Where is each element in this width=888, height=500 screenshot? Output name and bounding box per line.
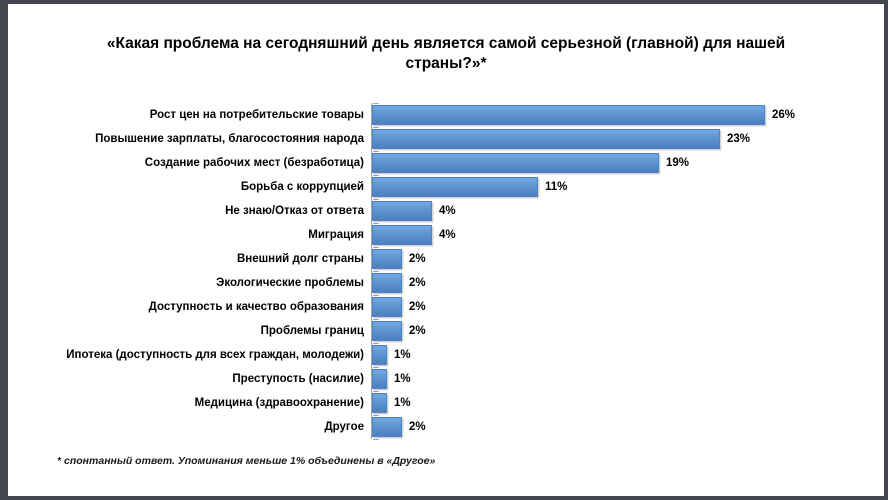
bar-cell: 4% bbox=[371, 222, 884, 247]
category-label: Миграция bbox=[308, 228, 364, 241]
chart-title: «Какая проблема на сегодняшний день явля… bbox=[106, 35, 786, 73]
value-label: 1% bbox=[394, 348, 411, 361]
chart-row: Медицина (здравоохранение) 1% bbox=[55, 390, 884, 415]
bar bbox=[372, 272, 402, 293]
category-label: Преступость (насилие) bbox=[232, 372, 364, 385]
value-label: 1% bbox=[394, 396, 411, 409]
bar bbox=[372, 392, 387, 413]
value-label: 4% bbox=[439, 228, 456, 241]
category-label: Внешний долг страны bbox=[236, 252, 364, 265]
axis-tick bbox=[373, 294, 379, 296]
value-label: 23% bbox=[727, 132, 751, 145]
chart-row: Не знаю/Отказ от ответа 4% bbox=[55, 198, 884, 223]
value-label: 2% bbox=[409, 420, 426, 433]
category-label: Не знаю/Отказ от ответа bbox=[225, 204, 364, 217]
bar bbox=[372, 344, 387, 365]
bar-cell: 4% bbox=[371, 198, 884, 223]
category-label: Доступность и качество образования bbox=[148, 300, 364, 313]
bar bbox=[372, 152, 659, 173]
category-label: Ипотека (доступность для всех граждан, м… bbox=[66, 348, 364, 361]
value-label: 4% bbox=[439, 204, 456, 217]
bar-cell: 2% bbox=[371, 414, 884, 439]
bar-cell: 23% bbox=[371, 126, 884, 151]
category-label: Другое bbox=[324, 420, 364, 433]
bar bbox=[372, 248, 402, 269]
chart-row: Преступость (насилие) 1% bbox=[55, 366, 884, 391]
chart-row: Экологические проблемы 2% bbox=[55, 270, 884, 295]
bar bbox=[372, 320, 402, 341]
chart-row: Проблемы границ 2% bbox=[55, 318, 884, 343]
category-label: Борьба с коррупцией bbox=[240, 180, 364, 193]
bar bbox=[372, 416, 402, 437]
axis-tick bbox=[373, 438, 379, 440]
chart-row: Борьба с коррупцией 11% bbox=[55, 174, 884, 199]
bar-cell: 2% bbox=[371, 246, 884, 271]
value-label: 2% bbox=[409, 300, 426, 313]
axis-tick bbox=[373, 246, 379, 248]
axis-tick bbox=[373, 318, 379, 320]
category-label: Экологические проблемы bbox=[216, 276, 364, 289]
chart-row: Создание рабочих мест (безработица) 19% bbox=[55, 150, 884, 175]
bar bbox=[372, 200, 432, 221]
bar-chart: Рост цен на потребительские товары 26% Пов… bbox=[55, 102, 884, 440]
bar-cell: 1% bbox=[371, 366, 884, 391]
axis-tick bbox=[373, 198, 379, 200]
axis-tick bbox=[373, 126, 379, 128]
value-label: 2% bbox=[409, 252, 426, 265]
bar-cell: 2% bbox=[371, 270, 884, 295]
footnote: * спонтанный ответ. Упоминания меньше 1%… bbox=[57, 455, 436, 467]
chart-row: Рост цен на потребительские товары 26% bbox=[55, 102, 884, 127]
value-label: 1% bbox=[394, 372, 411, 385]
axis-tick bbox=[373, 150, 379, 152]
chart-row: Миграция 4% bbox=[55, 222, 884, 247]
axis-tick bbox=[373, 174, 379, 176]
bar-cell: 1% bbox=[371, 342, 884, 367]
chart-row: Повышение зарплаты, благосостояния народ… bbox=[55, 126, 884, 151]
chart-row: Другое 2% bbox=[55, 414, 884, 439]
bar bbox=[372, 368, 387, 389]
axis-tick bbox=[373, 390, 379, 392]
value-label: 26% bbox=[772, 108, 796, 121]
chart-row: Ипотека (доступность для всех граждан, м… bbox=[55, 342, 884, 367]
plot-area: Рост цен на потребительские товары 26% Пов… bbox=[55, 102, 884, 440]
value-label: 2% bbox=[409, 324, 426, 337]
category-label: Создание рабочих мест (безработица) bbox=[144, 156, 364, 169]
category-label: Медицина (здравоохранение) bbox=[194, 396, 364, 409]
axis-tick bbox=[373, 342, 379, 344]
value-label: 2% bbox=[409, 276, 426, 289]
slide-background: «Какая проблема на сегодняшний день явля… bbox=[8, 4, 884, 496]
axis-tick bbox=[373, 102, 379, 104]
axis-tick bbox=[373, 414, 379, 416]
bar bbox=[372, 104, 765, 125]
chart-row: Внешний долг страны 2% bbox=[55, 246, 884, 271]
axis-tick bbox=[373, 222, 379, 224]
bar bbox=[372, 128, 720, 149]
bar-cell: 2% bbox=[371, 294, 884, 319]
category-label: Проблемы границ bbox=[260, 324, 364, 337]
bar bbox=[372, 224, 432, 245]
axis-tick bbox=[373, 366, 379, 368]
bar bbox=[372, 176, 538, 197]
value-label: 19% bbox=[666, 156, 690, 169]
chart-row: Доступность и качество образования 2% bbox=[55, 294, 884, 319]
bar-cell: 2% bbox=[371, 318, 884, 343]
bar bbox=[372, 296, 402, 317]
bar-cell: 1% bbox=[371, 390, 884, 415]
bar-cell: 11% bbox=[371, 174, 884, 199]
bar-cell: 19% bbox=[371, 150, 884, 175]
bar-cell: 26% bbox=[371, 102, 884, 127]
value-label: 11% bbox=[545, 180, 568, 193]
category-label: Повышение зарплаты, благосостояния народ… bbox=[95, 132, 364, 145]
axis-tick bbox=[373, 270, 379, 272]
category-label: Рост цен на потребительские товары bbox=[149, 108, 364, 121]
